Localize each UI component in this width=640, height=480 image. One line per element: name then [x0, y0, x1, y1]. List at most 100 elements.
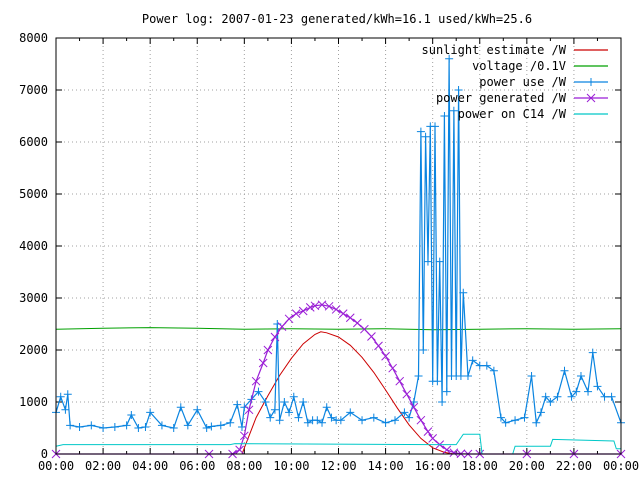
- data-point: [324, 301, 334, 311]
- data-point: [289, 392, 298, 401]
- data-point: [176, 403, 185, 412]
- data-point: [423, 257, 432, 266]
- data-point: [400, 408, 409, 417]
- data-point: [254, 387, 263, 396]
- data-point: [345, 313, 355, 323]
- legend-marker: [586, 93, 596, 103]
- data-point: [75, 422, 84, 431]
- data-point: [331, 305, 341, 314]
- data-point: [352, 318, 362, 328]
- data-point: [423, 427, 433, 436]
- data-point: [468, 356, 477, 365]
- data-point: [298, 306, 308, 316]
- data-point: [99, 424, 108, 432]
- data-point: [414, 372, 423, 380]
- y-tick-label: 6000: [19, 135, 48, 149]
- data-point: [66, 421, 75, 430]
- data-point: [541, 392, 550, 401]
- data-point: [576, 372, 585, 380]
- data-point: [327, 413, 336, 422]
- data-point: [482, 361, 491, 370]
- data-point: [435, 257, 444, 266]
- data-point: [419, 346, 428, 354]
- data-point: [416, 415, 426, 425]
- data-point: [277, 322, 287, 331]
- data-point: [593, 382, 602, 391]
- y-tick-label: 3000: [19, 291, 48, 305]
- data-point: [251, 376, 261, 386]
- data-point: [449, 106, 458, 115]
- data-point: [442, 445, 452, 455]
- x-tick-label: 10:00: [273, 459, 309, 473]
- x-tick-label: 08:00: [226, 459, 262, 473]
- series-3: [51, 300, 626, 459]
- data-point: [303, 418, 312, 427]
- data-point: [266, 413, 275, 422]
- data-point: [305, 303, 315, 312]
- plot-frame: [55, 37, 622, 455]
- legend-label: power use /W: [479, 75, 566, 89]
- data-point: [275, 416, 284, 425]
- x-tick-label: 06:00: [179, 459, 215, 473]
- data-point: [284, 314, 294, 324]
- data-point: [336, 416, 345, 425]
- data-point: [317, 300, 327, 310]
- y-tick-label: 7000: [19, 83, 48, 97]
- data-point: [346, 408, 355, 417]
- data-point: [294, 413, 303, 422]
- data-point: [456, 372, 465, 380]
- data-point: [63, 390, 72, 399]
- y-tick-label: 0: [41, 447, 48, 461]
- data-point: [226, 418, 235, 427]
- data-point: [438, 398, 447, 406]
- data-point: [600, 392, 609, 401]
- series-line: [56, 304, 621, 455]
- legend-marker: [587, 78, 595, 86]
- series-0: [241, 331, 454, 455]
- y-tick-label: 5000: [19, 187, 48, 201]
- data-point: [405, 413, 414, 422]
- data-point: [421, 132, 430, 141]
- x-tick-label: 12:00: [320, 459, 356, 473]
- data-point: [239, 431, 249, 441]
- data-point: [409, 402, 419, 412]
- data-point: [169, 424, 178, 432]
- plot-series: [51, 54, 626, 459]
- x-tick-label: 02:00: [85, 459, 121, 473]
- data-point: [584, 387, 593, 396]
- data-point: [546, 398, 555, 406]
- data-point: [588, 348, 597, 357]
- legend-label: power generated /W: [436, 91, 567, 105]
- data-point: [402, 389, 412, 399]
- data-point: [110, 422, 119, 431]
- data-point: [511, 416, 520, 425]
- data-point: [445, 54, 454, 63]
- axis-ticks: 0 1000 2000 3000 4000 5000 6000 7000 8000 00:00 02…: [19, 31, 639, 473]
- data-point: [374, 341, 383, 351]
- data-point: [416, 127, 425, 136]
- data-point: [270, 332, 280, 342]
- legend-label: power on C14 /W: [458, 107, 567, 121]
- data-point: [367, 332, 376, 341]
- data-point: [285, 408, 294, 417]
- x-tick-label: 04:00: [132, 459, 168, 473]
- data-point: [536, 408, 545, 417]
- legend-label: sunlight estimate /W: [422, 43, 567, 57]
- data-point: [318, 418, 327, 427]
- data-point: [233, 400, 242, 409]
- data-point: [237, 422, 246, 431]
- data-point: [134, 424, 143, 432]
- data-point: [358, 416, 367, 425]
- data-point: [183, 421, 192, 430]
- data-point: [122, 421, 131, 430]
- data-point: [442, 387, 451, 396]
- data-point: [381, 351, 390, 361]
- data-point: [459, 288, 468, 297]
- data-point: [127, 411, 136, 419]
- legend: sunlight estimate /W voltage /0.1V power u…: [422, 43, 608, 121]
- series-2: [52, 54, 625, 432]
- data-point: [244, 405, 254, 415]
- data-point: [299, 398, 308, 406]
